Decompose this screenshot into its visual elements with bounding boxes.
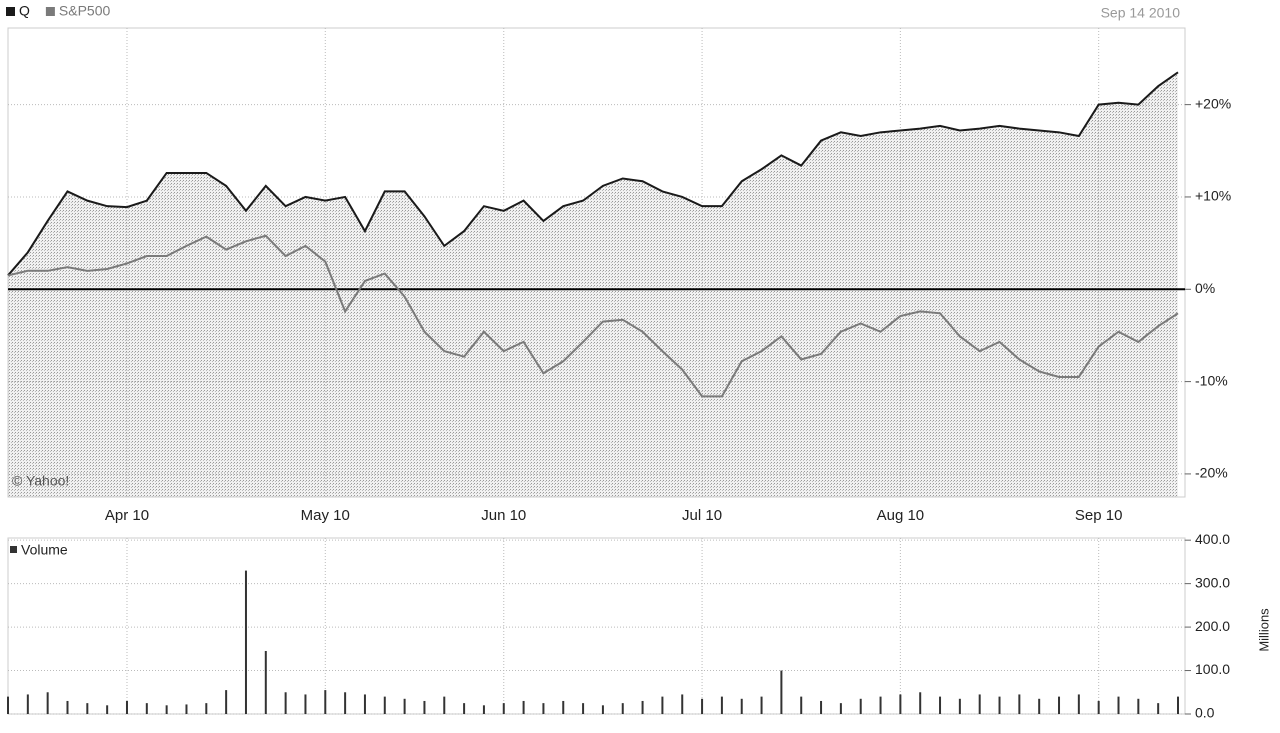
volume-bar bbox=[1058, 696, 1061, 714]
volume-bar bbox=[601, 705, 604, 714]
volume-bar bbox=[1137, 698, 1140, 714]
volume-bar bbox=[1097, 700, 1100, 714]
y-tick-label: +20% bbox=[1195, 95, 1231, 111]
volume-bar bbox=[641, 700, 644, 714]
volume-bar bbox=[998, 696, 1001, 714]
volume-bar bbox=[165, 705, 168, 714]
volume-bar bbox=[145, 703, 148, 714]
volume-bar bbox=[304, 694, 307, 714]
volume-bar bbox=[502, 703, 505, 714]
volume-bar bbox=[284, 692, 287, 714]
volume-bar bbox=[86, 703, 89, 714]
volume-bar bbox=[205, 703, 208, 714]
legend-label: Volume bbox=[21, 542, 68, 558]
volume-bar bbox=[403, 698, 406, 714]
volume-bar bbox=[780, 670, 783, 714]
volume-bar bbox=[879, 696, 882, 714]
volume-bar bbox=[820, 700, 823, 714]
x-tick-label: Aug 10 bbox=[877, 507, 925, 524]
x-tick-label: Sep 10 bbox=[1075, 507, 1123, 524]
volume-bar bbox=[720, 696, 723, 714]
volume-bar bbox=[859, 698, 862, 714]
volume-bar bbox=[582, 703, 585, 714]
volume-bar bbox=[7, 696, 9, 714]
volume-bar bbox=[542, 703, 545, 714]
volume-bar bbox=[562, 700, 565, 714]
volume-bar bbox=[939, 696, 942, 714]
volume-bar bbox=[621, 703, 624, 714]
volume-bar bbox=[443, 696, 446, 714]
volume-bar bbox=[522, 700, 525, 714]
volume-bar bbox=[978, 694, 981, 714]
volume-bar bbox=[701, 698, 704, 714]
volume-bar bbox=[46, 692, 49, 714]
legend-label: Q bbox=[19, 3, 30, 19]
y-tick-label: 300.0 bbox=[1195, 574, 1230, 590]
y-tick-label: 0.0 bbox=[1195, 705, 1215, 721]
x-tick-label: Apr 10 bbox=[105, 507, 149, 524]
volume-bar bbox=[106, 705, 109, 714]
y-tick-label: -20% bbox=[1195, 465, 1228, 481]
y-tick-label: 400.0 bbox=[1195, 531, 1230, 547]
volume-bar bbox=[363, 694, 366, 714]
legend-swatch bbox=[10, 546, 17, 553]
area bbox=[8, 72, 1178, 497]
plot-frame bbox=[7, 537, 1186, 715]
volume-bar bbox=[1077, 694, 1080, 714]
volume-bar bbox=[1038, 698, 1041, 714]
date-label: Sep 14 2010 bbox=[1101, 5, 1181, 21]
volume-bar bbox=[681, 694, 684, 714]
volume-bar bbox=[423, 700, 426, 714]
y-axis-label: Millions bbox=[1256, 608, 1271, 652]
volume-bar bbox=[919, 692, 922, 714]
x-tick-label: Jul 10 bbox=[682, 507, 722, 524]
legend-label: S&P500 bbox=[59, 3, 111, 19]
volume-bar bbox=[839, 703, 842, 714]
legend-swatch bbox=[45, 7, 55, 16]
volume-bar bbox=[463, 703, 466, 714]
volume-bar bbox=[958, 698, 961, 714]
volume-bar bbox=[383, 696, 386, 714]
volume-bar bbox=[225, 690, 228, 714]
series-line bbox=[7, 71, 1179, 277]
volume-bar bbox=[1157, 703, 1160, 714]
volume-bar bbox=[185, 704, 188, 714]
volume-bar bbox=[740, 698, 743, 714]
volume-bar bbox=[899, 694, 902, 714]
y-tick-label: 200.0 bbox=[1195, 618, 1230, 634]
volume-bar bbox=[125, 700, 128, 714]
series-line bbox=[7, 234, 1179, 398]
volume-bar bbox=[324, 690, 327, 714]
x-tick-label: May 10 bbox=[301, 507, 350, 524]
y-tick-label: -10% bbox=[1195, 372, 1228, 388]
y-tick-label: 100.0 bbox=[1195, 661, 1230, 677]
volume-bar bbox=[1018, 694, 1021, 714]
volume-bar bbox=[482, 705, 485, 714]
volume-bar bbox=[264, 650, 267, 714]
x-tick-label: Jun 10 bbox=[481, 507, 526, 524]
volume-bar bbox=[1177, 696, 1179, 714]
y-tick-label: +10% bbox=[1195, 188, 1231, 204]
copyright: © Yahoo! bbox=[12, 473, 69, 489]
volume-bar bbox=[26, 694, 29, 714]
volume-bar bbox=[66, 700, 69, 714]
plot-frame bbox=[7, 27, 1186, 498]
y-tick-label: 0% bbox=[1195, 280, 1215, 296]
volume-bar bbox=[661, 696, 664, 714]
volume-bar bbox=[1117, 696, 1120, 714]
legend-swatch bbox=[6, 7, 15, 16]
volume-bar bbox=[800, 696, 803, 714]
volume-bar bbox=[760, 696, 763, 714]
volume-bar bbox=[244, 570, 247, 714]
volume-bar bbox=[344, 692, 347, 714]
